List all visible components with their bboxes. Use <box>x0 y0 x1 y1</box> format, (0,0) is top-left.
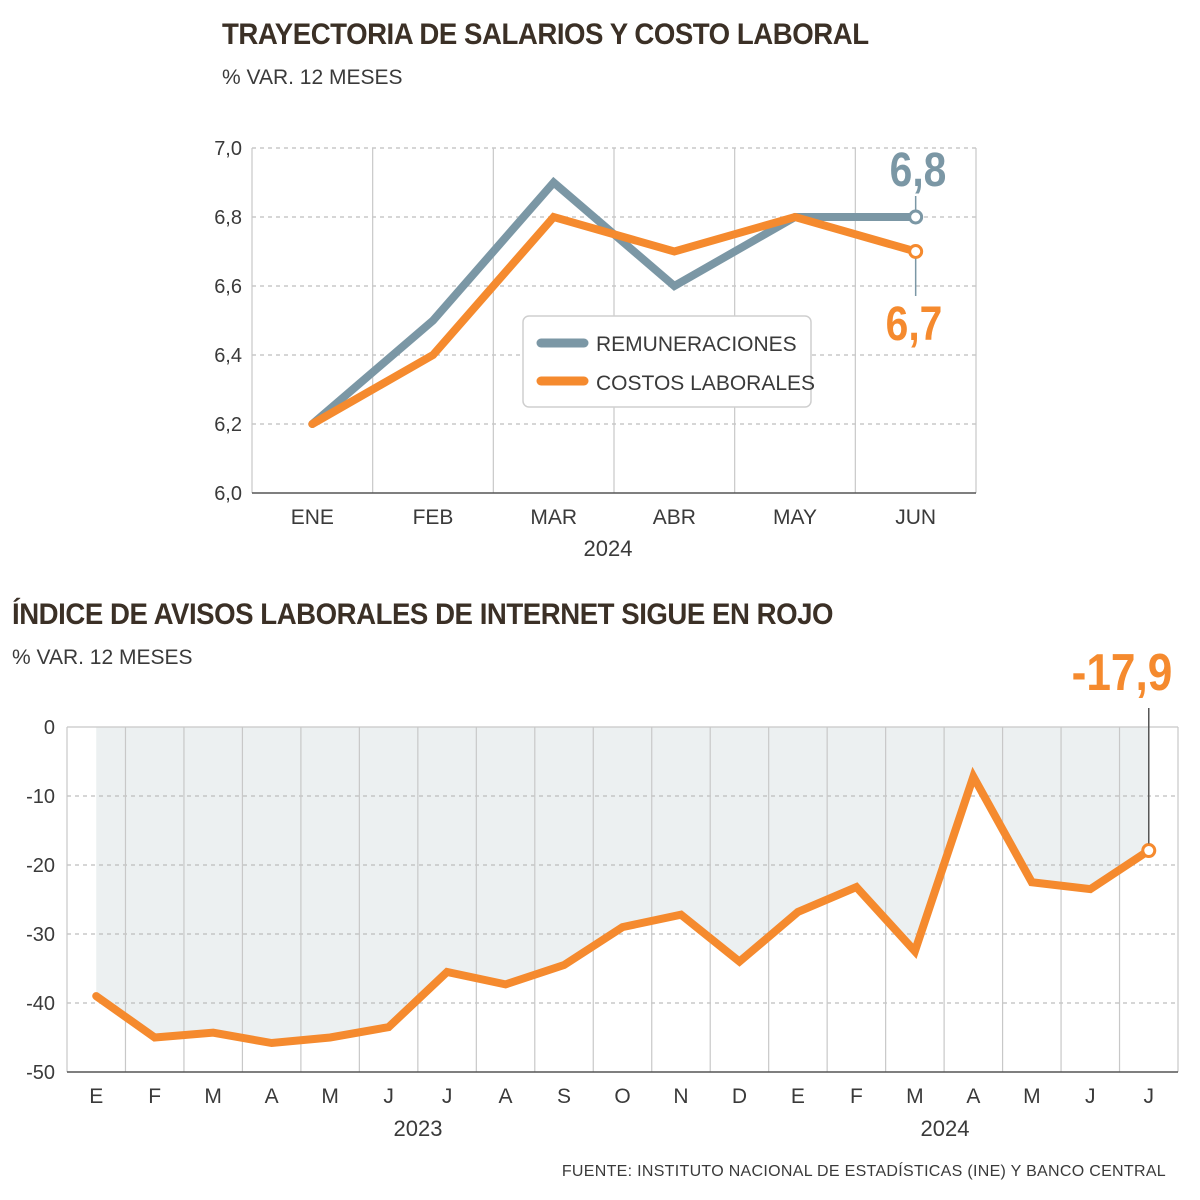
chart1-x-tick-label: JUN <box>895 506 936 529</box>
chart1-end-marker-remuneraciones <box>908 209 924 225</box>
chart2-area-fill <box>96 727 1149 1044</box>
chart2-x-tick-label: M <box>1023 1085 1041 1108</box>
chart1-y-tick-label: 6,4 <box>214 345 242 367</box>
chart2-y-tick-label: 0 <box>44 717 55 739</box>
chart2-x-tick-label: N <box>673 1085 688 1108</box>
source-note: FUENTE: INSTITUTO NACIONAL DE ESTADÍSTIC… <box>561 1163 1166 1180</box>
chart2-end-marker <box>1141 843 1157 859</box>
chart2-x-tick-label: A <box>966 1085 980 1108</box>
chart2-x-tick-label: A <box>265 1085 279 1108</box>
chart2-x-tick-label: E <box>89 1085 103 1108</box>
chart2-x-tick-label: J <box>442 1085 453 1108</box>
chart2-x-tick-label: F <box>148 1085 161 1108</box>
chart2-x-tick-label: O <box>614 1085 630 1108</box>
chart2-year-label-2023: 2023 <box>394 1116 443 1141</box>
legend-box <box>522 315 812 408</box>
chart2-x-tick-label: D <box>732 1085 747 1108</box>
legend-label-remuneraciones: REMUNERACIONES <box>596 333 797 356</box>
chart1-year-label: 2024 <box>584 536 633 561</box>
chart2-y-tick-label: -50 <box>26 1062 55 1084</box>
chart2-x-tick-label: J <box>1144 1085 1155 1108</box>
chart1-series-line-costos-laborales <box>308 212 920 428</box>
chart2-x-tick-label: J <box>1085 1085 1096 1108</box>
chart2-x-tick-label: F <box>850 1085 863 1108</box>
chart2-year-label-2024: 2024 <box>921 1116 970 1141</box>
chart2-x-tick-label: A <box>499 1085 513 1108</box>
chart1-legend: REMUNERACIONES COSTOS LABORALES <box>522 315 815 408</box>
chart1-x-tick-label: MAY <box>773 506 817 529</box>
chart2-x-tick-label: M <box>906 1085 924 1108</box>
chart1-y-tick-label: 6,0 <box>214 483 242 505</box>
chart2-y-tick-label: -40 <box>26 993 55 1015</box>
chart2-series-line <box>92 766 1153 1048</box>
chart1-y-tick-label: 7,0 <box>214 138 242 160</box>
legend-label-costos-laborales: COSTOS LABORALES <box>596 372 815 395</box>
avisos-end-label: -17,9 <box>1072 644 1173 702</box>
chart1-x-tick-label: ENE <box>291 506 334 529</box>
chart1-plot: 2024 7,0 6,8 6,6 6,4 6,2 6,0 ENE FEB MAR ABR MAY JU… <box>214 138 977 561</box>
chart2-subtitle: % VAR. 12 MESES <box>12 646 193 669</box>
costos-laborales-end-label: 6,7 <box>886 298 943 351</box>
chart1-y-tick-label: 6,8 <box>214 207 242 229</box>
chart2-x-tick-label: J <box>383 1085 394 1108</box>
chart1-x-tick-label: ABR <box>653 506 696 529</box>
chart1-end-marker-costos-laborales <box>908 244 924 259</box>
chart2-y-tick-label: -10 <box>26 786 55 808</box>
chart2-y-tick-label: -20 <box>26 855 55 877</box>
chart1-x-tick-label: FEB <box>413 506 454 529</box>
chart2-x-tick-label: S <box>557 1085 571 1108</box>
chart1-x-tick-label: MAR <box>530 506 577 529</box>
chart1-title: TRAYECTORIA DE SALARIOS Y COSTO LABORAL <box>222 18 869 51</box>
chart2-x-tick-label: M <box>321 1085 339 1108</box>
chart1-subtitle: % VAR. 12 MESES <box>222 66 403 89</box>
chart1-y-tick-label: 6,2 <box>214 414 242 436</box>
chart2-title: ÍNDICE DE AVISOS LABORALES DE INTERNET S… <box>12 598 834 631</box>
chart2-x-tick-label: E <box>791 1085 805 1108</box>
chart2-x-tick-label: M <box>204 1085 222 1108</box>
chart1-y-tick-label: 6,6 <box>214 276 242 298</box>
remuneraciones-end-label: 6,8 <box>890 144 947 197</box>
chart2-y-tick-label: -30 <box>26 924 55 946</box>
